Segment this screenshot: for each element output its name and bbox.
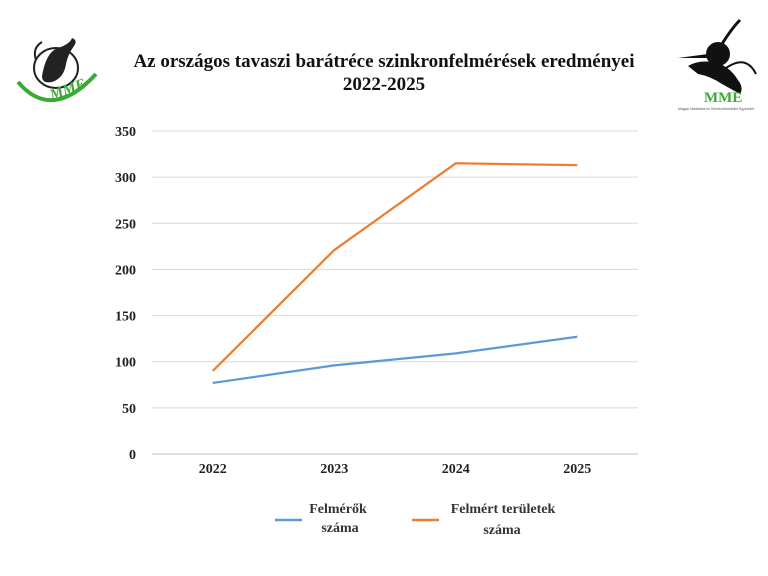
lapwing-logo-icon: MME Magyar Madártani és Természetvédelmi… — [678, 18, 757, 111]
y-tick-label: 350 — [115, 125, 136, 140]
legend-label-felmerok-line1: Felmérők — [309, 502, 367, 517]
y-axis: 0 50 100 150 200 250 300 350 — [115, 125, 136, 463]
legend-label-felmert-teruletek-line1: Felmért területek — [451, 502, 556, 517]
legend-label-felmerok-line2: száma — [321, 521, 358, 536]
y-tick-label: 150 — [115, 310, 136, 325]
x-tick-label: 2025 — [563, 462, 591, 477]
x-tick-label: 2022 — [199, 462, 227, 477]
series-line-1 — [211, 162, 578, 372]
chart-title: Az országos tavaszi barátréce szinkronfe… — [100, 50, 668, 96]
logo-right-subtext: Magyar Madártani és Természetvédelmi Egy… — [678, 107, 754, 111]
chart-legend: Felmérők száma Felmért területek száma — [275, 502, 555, 538]
chart-grid — [152, 130, 638, 455]
y-tick-label: 200 — [115, 263, 136, 278]
y-tick-label: 250 — [115, 217, 136, 232]
logo-right-text: MME — [704, 90, 742, 106]
x-axis: 2022 2023 2024 2025 — [199, 462, 592, 477]
y-tick-label: 50 — [122, 402, 136, 417]
y-tick-label: 300 — [115, 171, 136, 186]
legend-label-felmert-teruletek-line2: száma — [483, 523, 520, 538]
chart-title-line1: Az országos tavaszi barátréce szinkronfe… — [133, 51, 635, 72]
chart-series — [211, 162, 578, 385]
chart-title-line2: 2022-2025 — [342, 74, 426, 95]
x-tick-label: 2024 — [442, 462, 470, 477]
bird-logo-icon: MME — [16, 38, 98, 104]
series-line-0 — [212, 335, 578, 385]
x-tick-label: 2023 — [320, 462, 348, 477]
y-tick-label: 100 — [115, 356, 136, 371]
y-tick-label: 0 — [129, 448, 136, 463]
